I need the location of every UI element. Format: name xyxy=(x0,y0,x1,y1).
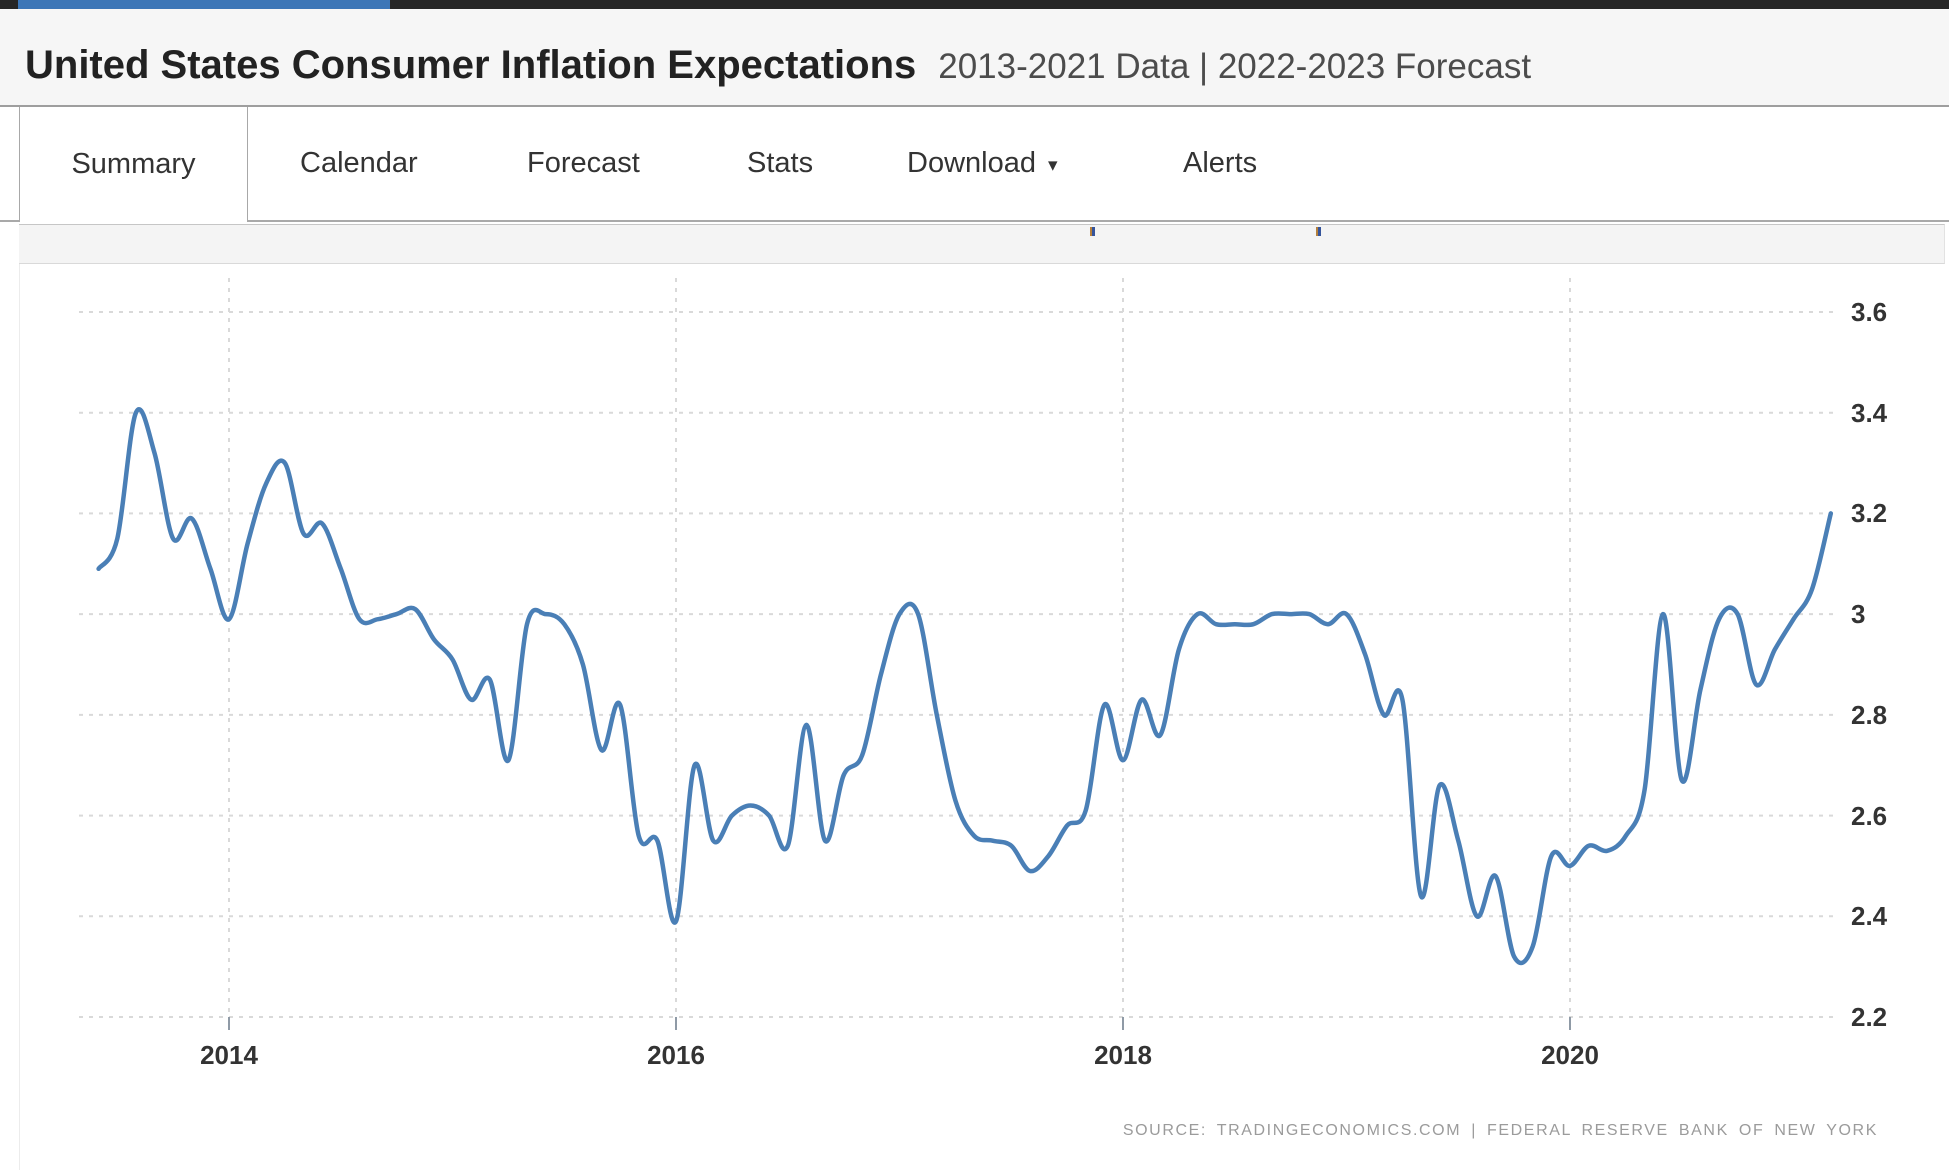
tab-alerts[interactable]: Alerts xyxy=(1183,107,1257,220)
y-axis-label: 2.8 xyxy=(1851,699,1888,730)
page-header-inner: United States Consumer Inflation Expecta… xyxy=(0,9,1531,88)
tab-label: Summary xyxy=(71,148,196,180)
y-axis-label: 3.6 xyxy=(1851,297,1888,327)
tab-forecast[interactable]: Forecast xyxy=(527,107,640,220)
source-credit: SOURCE: TRADINGECONOMICS.COM | FEDERAL R… xyxy=(1122,1122,1878,1139)
x-axis-label: 2020 xyxy=(1541,1040,1599,1070)
page-header: United States Consumer Inflation Expecta… xyxy=(0,9,1949,107)
tab-label: Calendar xyxy=(300,147,418,179)
chart-plot-area[interactable] xyxy=(30,270,1845,1035)
y-axis-label: 2.2 xyxy=(1851,1001,1888,1032)
top-bar xyxy=(0,0,1949,9)
tab-label: Download xyxy=(907,147,1036,179)
y-axis-label: 3.4 xyxy=(1851,397,1888,428)
page-title: United States Consumer Inflation Expecta… xyxy=(25,43,917,87)
tab-summary[interactable]: Summary xyxy=(19,107,248,222)
tab-label: Alerts xyxy=(1183,147,1258,179)
tab-label: Forecast xyxy=(527,147,640,179)
x-axis-label: 2014 xyxy=(200,1040,258,1070)
toolbar-remnant-mark xyxy=(1316,227,1321,236)
toolbar-remnant-mark xyxy=(1090,227,1095,236)
x-axis-label: 2018 xyxy=(1094,1040,1152,1070)
chart-panel-border xyxy=(19,264,20,1170)
y-axis-label: 2.4 xyxy=(1851,901,1888,932)
chart-toolbar-strip xyxy=(19,224,1945,264)
y-axis-label: 3.2 xyxy=(1851,498,1888,529)
tab-bar: Summary Calendar Forecast Stats Download ▾ Ale… xyxy=(0,107,1949,222)
x-axis-label: 2016 xyxy=(647,1040,705,1070)
page-subtitle: 2013-2021 Data | 2022-2023 Forecast xyxy=(938,47,1532,86)
tab-stats[interactable]: Stats xyxy=(747,107,813,220)
y-axis-label: 3 xyxy=(1851,599,1866,630)
y-axis-label: 2.6 xyxy=(1851,800,1888,831)
tab-label: Stats xyxy=(747,147,814,179)
tab-download[interactable]: Download ▾ xyxy=(907,107,1058,220)
chevron-down-icon: ▾ xyxy=(1047,155,1058,176)
tab-calendar[interactable]: Calendar xyxy=(300,107,418,220)
top-bar-accent xyxy=(18,0,390,9)
